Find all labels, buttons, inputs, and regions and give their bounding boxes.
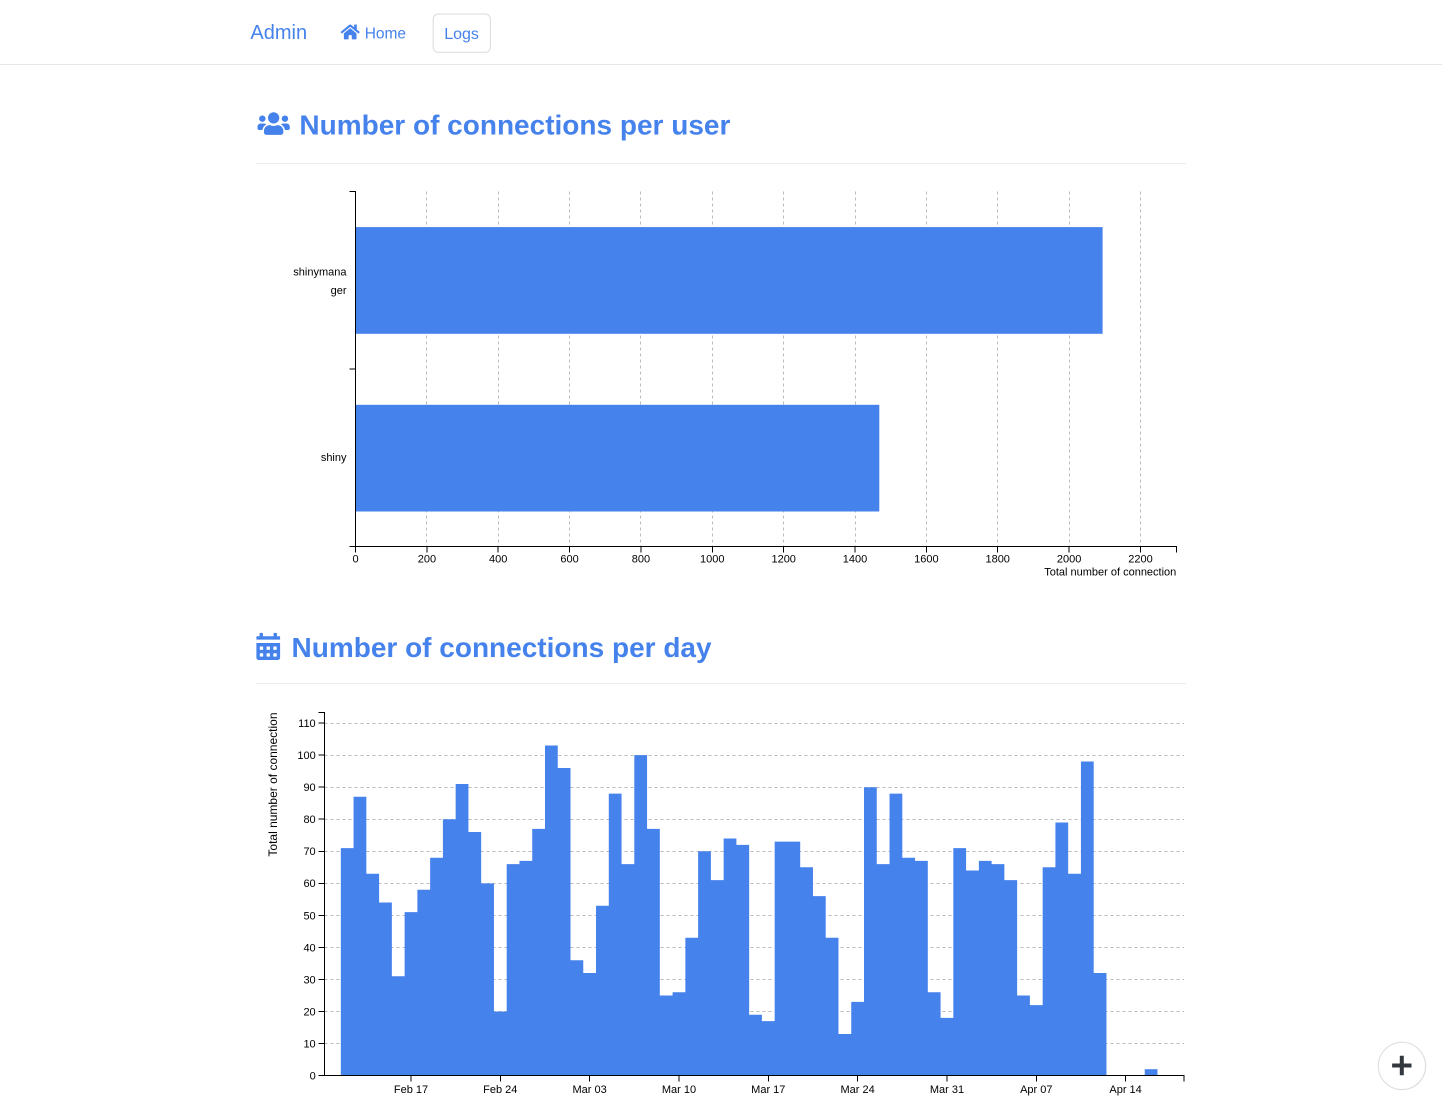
svg-text:20: 20 (303, 1006, 315, 1018)
svg-text:Total number of connection: Total number of connection (266, 713, 280, 857)
svg-text:Apr 14: Apr 14 (1109, 1084, 1141, 1096)
svg-text:Home: Home (365, 26, 406, 43)
svg-text:Number of connections per user: Number of connections per user (299, 109, 730, 140)
svg-text:2200: 2200 (1128, 553, 1152, 565)
svg-text:shiny: shiny (321, 452, 347, 464)
svg-text:60: 60 (303, 878, 315, 890)
svg-text:110: 110 (298, 718, 316, 730)
svg-text:0: 0 (352, 553, 358, 565)
svg-text:10: 10 (303, 1039, 315, 1051)
svg-text:Admin: Admin (250, 22, 307, 44)
svg-text:90: 90 (303, 782, 315, 794)
svg-text:1400: 1400 (843, 553, 867, 565)
svg-text:1600: 1600 (914, 553, 938, 565)
svg-text:200: 200 (418, 553, 436, 565)
svg-text:Feb 17: Feb 17 (394, 1084, 428, 1096)
svg-text:Mar 24: Mar 24 (840, 1084, 874, 1096)
svg-text:600: 600 (560, 553, 578, 565)
svg-text:shinymana: shinymana (293, 267, 347, 279)
svg-text:Feb 24: Feb 24 (483, 1084, 517, 1096)
svg-text:400: 400 (489, 553, 507, 565)
svg-text:Mar 17: Mar 17 (751, 1084, 785, 1096)
svg-text:70: 70 (303, 846, 315, 858)
svg-text:Mar 10: Mar 10 (662, 1084, 696, 1096)
svg-text:1200: 1200 (771, 553, 795, 565)
svg-text:Number of connections per day: Number of connections per day (292, 632, 712, 663)
svg-text:Mar 03: Mar 03 (572, 1084, 606, 1096)
svg-text:Apr 07: Apr 07 (1020, 1084, 1052, 1096)
svg-text:Logs: Logs (444, 26, 479, 43)
svg-text:100: 100 (297, 750, 315, 762)
svg-text:Mar 31: Mar 31 (930, 1084, 964, 1096)
svg-text:2000: 2000 (1057, 553, 1081, 565)
svg-text:1800: 1800 (985, 553, 1009, 565)
svg-text:800: 800 (632, 553, 650, 565)
svg-text:1000: 1000 (700, 553, 724, 565)
svg-text:40: 40 (303, 942, 315, 954)
svg-text:30: 30 (303, 974, 315, 986)
svg-text:80: 80 (303, 814, 315, 826)
svg-text:ger: ger (331, 285, 347, 297)
svg-text:50: 50 (303, 910, 315, 922)
svg-text:Total number of connection: Total number of connection (1044, 566, 1176, 578)
svg-text:0: 0 (310, 1071, 316, 1083)
